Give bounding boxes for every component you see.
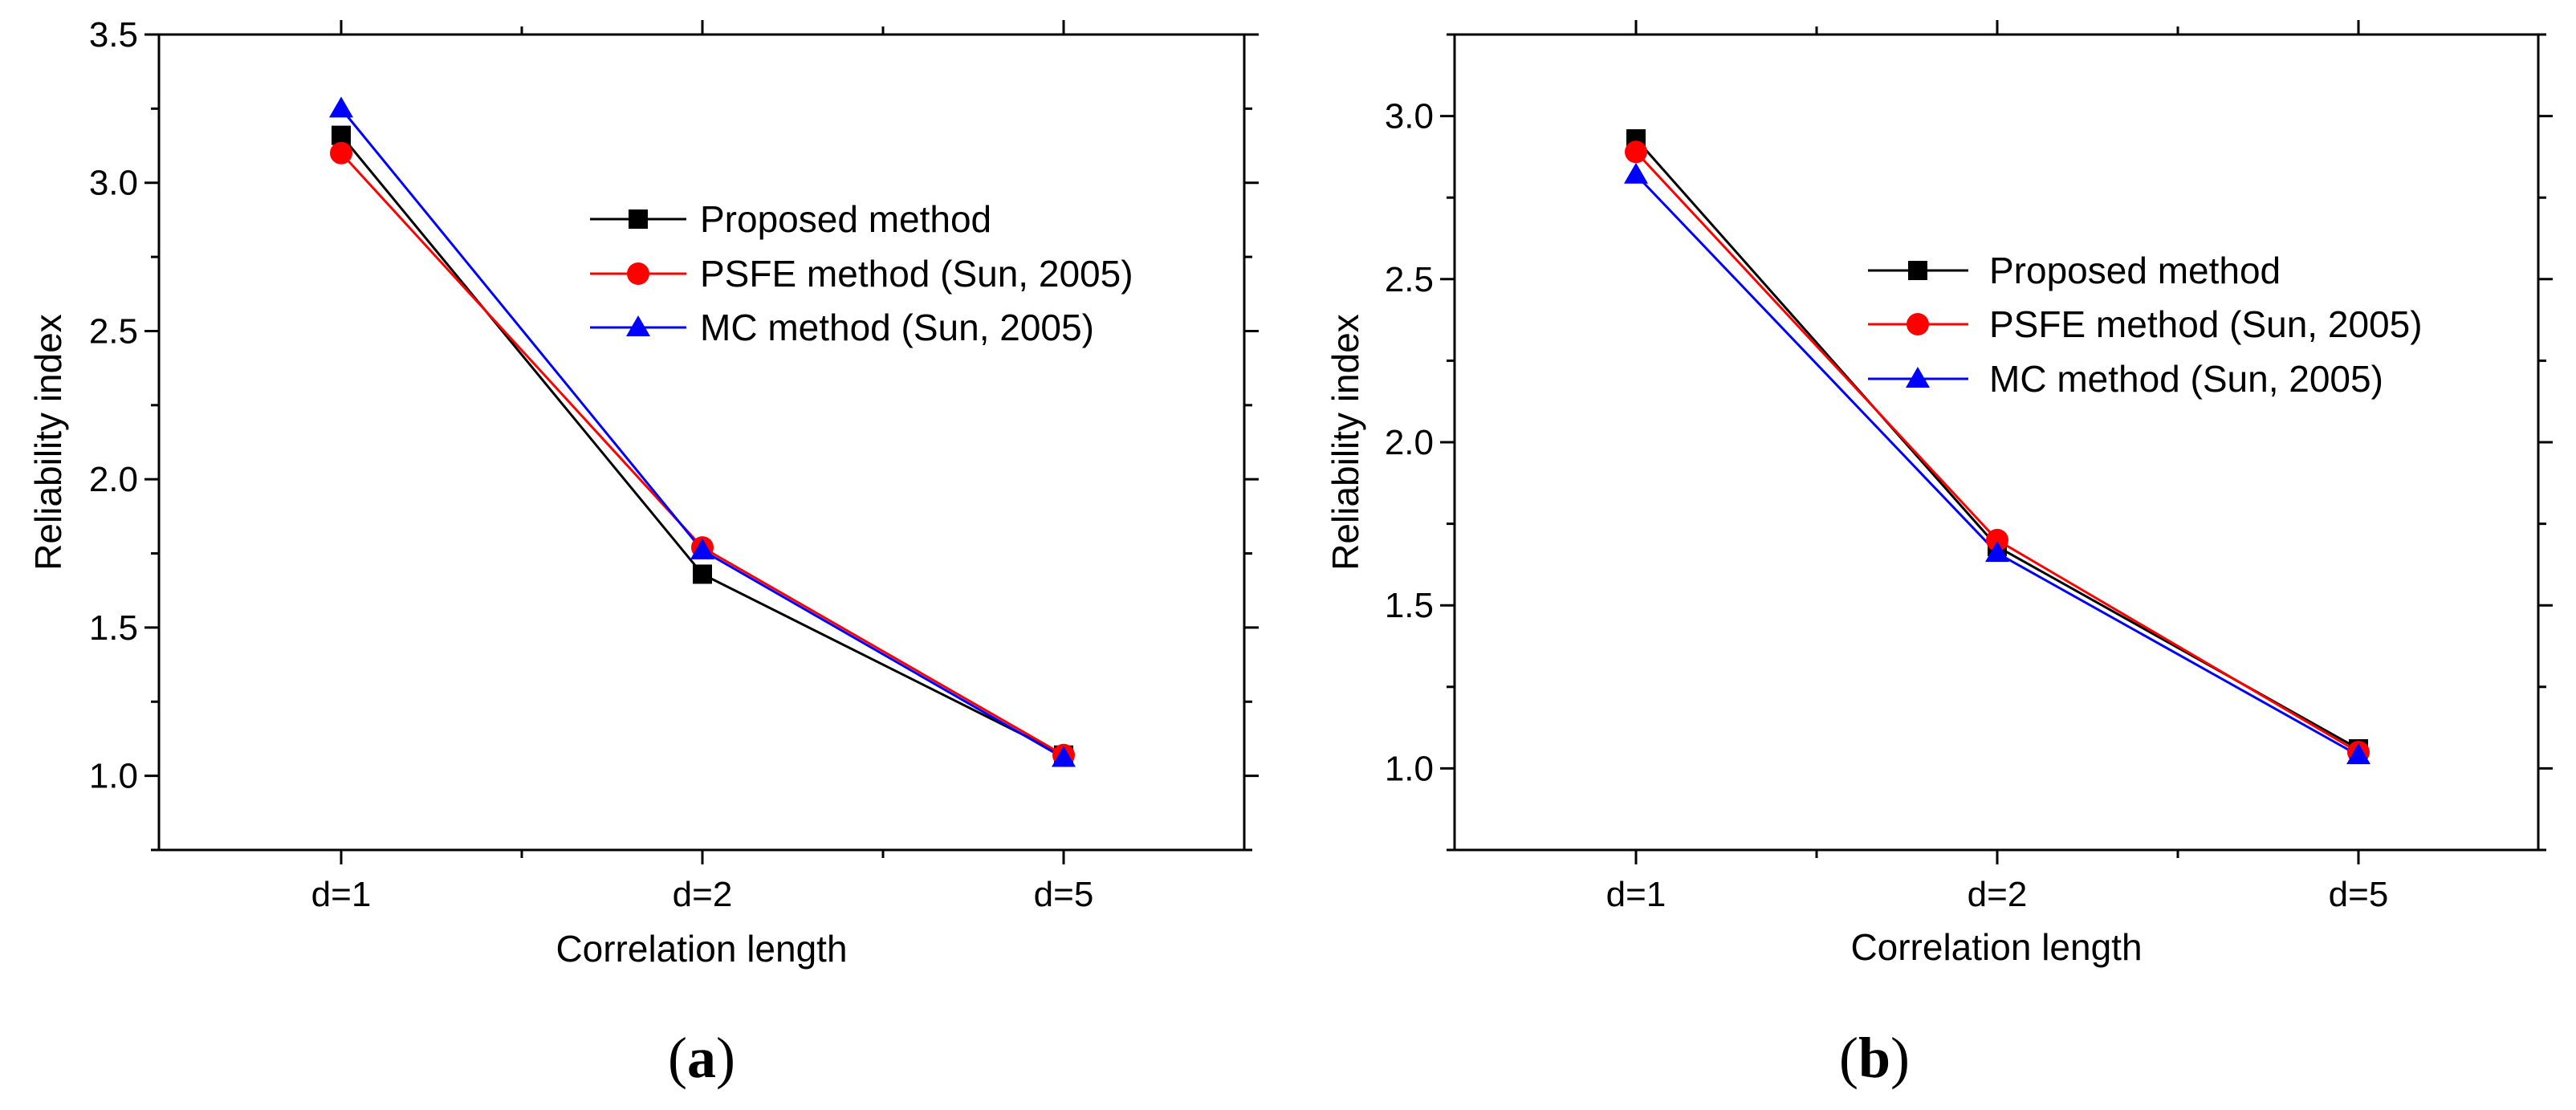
legend-triangle-marker bbox=[1906, 367, 1930, 388]
data-point-triangle bbox=[1985, 541, 2009, 563]
data-point-square bbox=[693, 564, 712, 584]
data-point-triangle bbox=[1052, 746, 1076, 767]
x-tick-labels-b: d=1 d=2 d=5 bbox=[1606, 875, 2389, 914]
legend-item: PSFE method (Sun, 2005) bbox=[590, 253, 1133, 295]
series-markers-b bbox=[1624, 129, 2370, 765]
y-tick-label: 1.0 bbox=[89, 757, 138, 796]
x-tick-label: d=5 bbox=[1034, 875, 1094, 914]
y-tick-label: 2.0 bbox=[89, 460, 138, 499]
axis-ticks-a bbox=[144, 20, 1259, 864]
legend-b: Proposed method PSFE method (Sun, 2005) … bbox=[1868, 250, 2423, 400]
y-tick-label: 2.5 bbox=[89, 311, 138, 351]
panel-label-close: ) bbox=[1890, 1026, 1910, 1090]
series-lines-b bbox=[1634, 138, 2359, 757]
panel-label-open: ( bbox=[1839, 1026, 1858, 1090]
legend-circle-marker bbox=[1907, 313, 1929, 335]
legend-item: MC method (Sun, 2005) bbox=[1868, 358, 2383, 400]
plot-frame-b bbox=[1453, 33, 2540, 852]
data-point-triangle bbox=[690, 538, 714, 559]
x-tick-label: d=5 bbox=[2329, 875, 2389, 914]
x-axis-title-a: Correlation length bbox=[555, 928, 847, 970]
legend-label: PSFE method (Sun, 2005) bbox=[1989, 303, 2423, 345]
legend-a: Proposed method PSFE method (Sun, 2005) … bbox=[590, 198, 1133, 348]
legend-label: PSFE method (Sun, 2005) bbox=[700, 253, 1133, 295]
y-tick-label: 2.0 bbox=[1385, 423, 1434, 462]
x-tick-label: d=1 bbox=[311, 875, 372, 914]
legend-triangle-marker bbox=[626, 315, 650, 336]
series-markers-a bbox=[329, 96, 1076, 767]
x-tick-labels-a: d=1 d=2 d=5 bbox=[311, 875, 1094, 914]
data-point-triangle bbox=[2346, 743, 2370, 765]
panel-label-close: ) bbox=[716, 1026, 735, 1090]
data-point-triangle bbox=[329, 96, 353, 118]
y-tick-label: 3.5 bbox=[89, 15, 138, 55]
series-line bbox=[340, 152, 1064, 757]
data-point-circle bbox=[1986, 528, 2008, 551]
plot-frame-a bbox=[157, 33, 1246, 852]
legend-label: Proposed method bbox=[1989, 250, 2281, 291]
y-tick-labels-b: 1.0 1.5 2.0 2.5 3.0 bbox=[1385, 97, 1434, 789]
panel-label-a: (a) bbox=[668, 1026, 735, 1090]
chart-panel-a: 1.0 1.5 2.0 2.5 3.0 3.5 d=1 d=2 d=5 Corr… bbox=[27, 15, 1259, 1090]
legend-item: MC method (Sun, 2005) bbox=[590, 307, 1094, 348]
y-tick-label: 3.0 bbox=[89, 164, 138, 203]
data-point-triangle bbox=[1624, 162, 1648, 184]
x-axis-title-b: Correlation length bbox=[1850, 926, 2142, 968]
x-tick-label: d=2 bbox=[673, 875, 733, 914]
data-point-square bbox=[332, 125, 351, 145]
y-axis-title-a: Reliability index bbox=[27, 314, 69, 571]
y-tick-label: 2.5 bbox=[1385, 260, 1434, 299]
legend-item: PSFE method (Sun, 2005) bbox=[1868, 303, 2423, 345]
legend-circle-marker bbox=[627, 262, 649, 285]
data-point-circle bbox=[330, 141, 352, 165]
y-axis-title-b: Reliability index bbox=[1325, 314, 1366, 571]
y-tick-labels-a: 1.0 1.5 2.0 2.5 3.0 3.5 bbox=[89, 15, 138, 796]
series-line bbox=[1634, 151, 2359, 754]
data-point-circle bbox=[1625, 140, 1647, 164]
series-line bbox=[1634, 138, 2359, 750]
y-tick-label: 1.5 bbox=[89, 608, 138, 648]
panel-label-b: (b) bbox=[1839, 1026, 1910, 1090]
legend-item: Proposed method bbox=[590, 198, 991, 240]
y-tick-label: 3.0 bbox=[1385, 97, 1434, 136]
panel-label-letter: b bbox=[1858, 1026, 1890, 1090]
y-tick-label: 1.5 bbox=[1385, 586, 1434, 625]
legend-label: Proposed method bbox=[700, 198, 991, 240]
x-tick-label: d=1 bbox=[1606, 875, 1666, 914]
legend-square-marker bbox=[629, 209, 648, 229]
legend-square-marker bbox=[1908, 261, 1927, 280]
x-tick-label: d=2 bbox=[1968, 875, 2028, 914]
legend-label: MC method (Sun, 2005) bbox=[1989, 358, 2383, 400]
chart-panel-b: 1.0 1.5 2.0 2.5 3.0 d=1 d=2 d=5 Correlat… bbox=[1325, 20, 2553, 1090]
panel-label-open: ( bbox=[668, 1026, 687, 1090]
axis-ticks-b bbox=[1440, 20, 2553, 864]
legend-item: Proposed method bbox=[1868, 250, 2281, 291]
legend-label: MC method (Sun, 2005) bbox=[700, 307, 1094, 348]
panel-label-letter: a bbox=[687, 1026, 716, 1090]
y-tick-label: 1.0 bbox=[1385, 749, 1434, 788]
